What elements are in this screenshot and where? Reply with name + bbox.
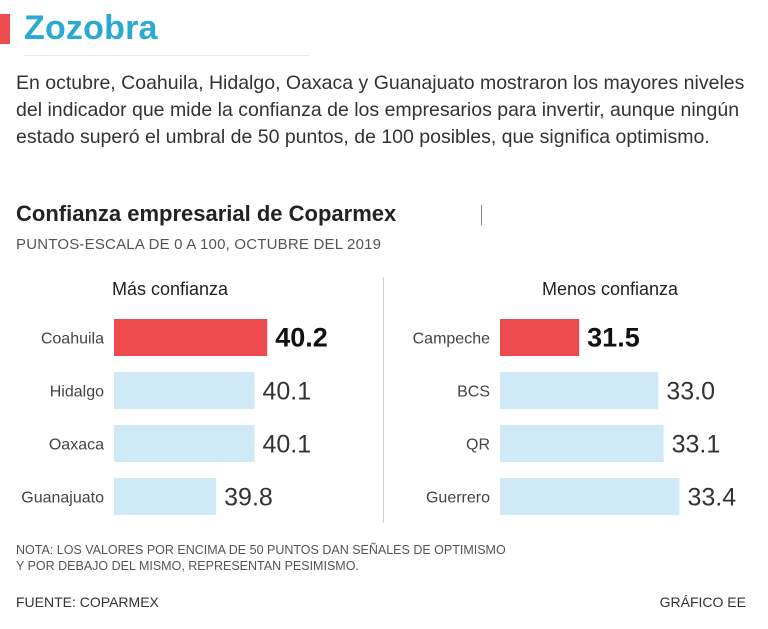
chart-subtitle: PUNTOS-ESCALA DE 0 A 100, OCTUBRE DEL 20… <box>16 236 382 253</box>
chart-title: Confianza empresarial de Coparmex <box>16 201 397 226</box>
bar-guanajuato <box>114 478 217 515</box>
bar-campeche <box>500 319 580 356</box>
note-line-1: NOTA: LOS VALORES POR ENCIMA DE 50 PUNTO… <box>16 543 506 557</box>
note-line-2: Y POR DEBAJO DEL MISMO, REPRESENTAN PESI… <box>16 559 359 573</box>
panel-title-left: Más confianza <box>112 279 229 299</box>
value-label-campeche: 31.5 <box>587 323 640 353</box>
category-label-coahuila: Coahuila <box>41 331 104 348</box>
category-label-campeche: Campeche <box>413 331 490 348</box>
category-label-hidalgo: Hidalgo <box>50 384 104 401</box>
note: NOTA: LOS VALORES POR ENCIMA DE 50 PUNTO… <box>16 542 506 574</box>
value-label-qr: 33.1 <box>672 431 721 459</box>
chart-title-separator <box>481 205 482 225</box>
panel-title-right: Menos confianza <box>542 279 679 299</box>
category-label-qr: QR <box>466 437 490 454</box>
bar-oaxaca <box>114 425 255 462</box>
value-label-oaxaca: 40.1 <box>262 431 311 459</box>
category-label-oaxaca: Oaxaca <box>49 437 104 454</box>
page-title: Zozobra <box>24 9 158 47</box>
category-label-guerrero: Guerrero <box>426 490 490 507</box>
panel-divider <box>383 277 384 523</box>
value-label-coahuila: 40.2 <box>275 323 328 353</box>
category-label-guanajuato: Guanajuato <box>21 490 104 507</box>
value-label-hidalgo: 40.1 <box>262 378 311 406</box>
bar-bcs <box>500 372 659 409</box>
bar-hidalgo <box>114 372 255 409</box>
accent-bar <box>0 14 10 44</box>
credit-label: GRÁFICO EE <box>659 594 746 610</box>
value-label-guanajuato: 39.8 <box>224 484 273 512</box>
value-label-guerrero: 33.4 <box>687 484 736 512</box>
source-label: FUENTE: COPARMEX <box>16 594 159 610</box>
bar-guerrero <box>500 478 680 515</box>
title-rule <box>24 55 309 56</box>
intro-text: En octubre, Coahuila, Hidalgo, Oaxaca y … <box>16 72 745 148</box>
bar-coahuila <box>114 319 268 356</box>
bar-qr <box>500 425 664 462</box>
value-label-bcs: 33.0 <box>666 378 715 406</box>
category-label-bcs: BCS <box>457 384 490 401</box>
